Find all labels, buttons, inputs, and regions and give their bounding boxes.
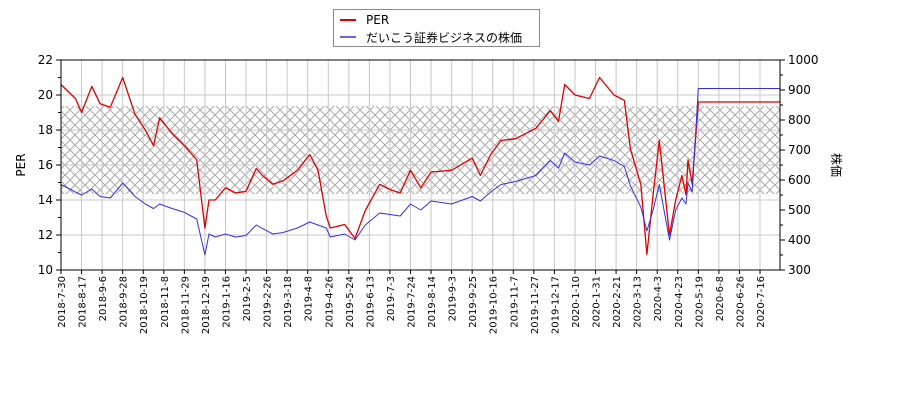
x-tick-label: 2020-6-26 [735, 276, 746, 328]
x-tick-label: 2018-12-19 [201, 276, 212, 334]
x-tick-label: 2020-3-13 [633, 276, 644, 328]
x-tick-label: 2019-3-18 [283, 276, 294, 328]
shaded-band-rect [61, 106, 780, 195]
x-tick-label: 2020-1-31 [592, 276, 603, 328]
left-axis-title: PER [14, 153, 28, 176]
x-tick-label: 2020-7-16 [756, 276, 767, 328]
right-tick-label: 1000 [788, 53, 819, 67]
x-tick-label: 2019-4-26 [324, 276, 335, 328]
axes: 10 12 14 16 18 20 22 300 400 500 600 700 800 900 1000 2… [38, 53, 819, 334]
x-tick-label: 2018-9-28 [119, 276, 130, 328]
legend-item-per: PER [340, 12, 389, 28]
left-tick-label: 22 [38, 53, 53, 67]
x-tick-label: 2019-6-13 [365, 276, 376, 328]
right-tick-label: 400 [788, 233, 811, 247]
right-axis-title: 株価 [829, 153, 844, 177]
shaded-band [61, 106, 780, 195]
x-tick-label: 2019-4-8 [304, 276, 315, 321]
x-tick-label: 2018-8-17 [78, 276, 89, 328]
x-tick-label: 2019-11-27 [530, 276, 541, 334]
right-tick-label: 700 [788, 143, 811, 157]
x-tick-label: 2019-2-26 [263, 276, 274, 328]
x-tick-label: 2019-7-24 [407, 276, 418, 328]
x-tick-label: 2019-7-3 [386, 276, 397, 321]
x-tick-label: 2019-9-25 [468, 276, 479, 328]
x-tick-label: 2020-4-23 [674, 276, 685, 328]
series-lines [60, 76, 781, 256]
x-tick-label: 2018-9-6 [98, 276, 109, 321]
left-tick-label: 14 [38, 193, 53, 207]
x-tick-label: 2018-7-30 [57, 276, 68, 328]
x-tick-label: 2019-12-17 [550, 276, 561, 334]
x-tick-label: 2019-5-24 [345, 276, 356, 328]
x-tick-label: 2020-6-8 [715, 276, 726, 321]
left-tick-label: 16 [38, 158, 53, 172]
legend-item-price: だいこう証券ビジネスの株価 [340, 29, 522, 45]
x-tick-label: 2018-10-19 [139, 276, 150, 334]
legend-label-per: PER [366, 13, 390, 27]
legend-swatch-per [340, 19, 356, 21]
right-tick-label: 800 [788, 113, 811, 127]
grid [60, 59, 780, 271]
right-tick-label: 300 [788, 263, 811, 277]
x-tick-label: 2019-11-7 [509, 276, 520, 328]
x-tick-label: 2020-5-19 [694, 276, 705, 328]
x-tick-label: 2019-2-5 [242, 276, 253, 321]
left-tick-label: 10 [38, 263, 53, 277]
x-tick-label: 2019-9-3 [448, 276, 459, 321]
right-tick-label: 900 [788, 83, 811, 97]
x-tick-label: 2019-8-14 [427, 276, 438, 328]
price-line [60, 88, 781, 256]
per-line [60, 76, 781, 255]
x-tick-label: 2019-1-16 [221, 276, 232, 328]
legend-swatch-price [340, 36, 356, 38]
x-tick-label: 2020-1-10 [571, 276, 582, 328]
right-tick-label: 500 [788, 203, 811, 217]
x-tick-label: 2018-11-29 [180, 276, 191, 334]
x-tick-label: 2018-11-8 [160, 276, 171, 328]
left-tick-label: 20 [38, 88, 53, 102]
left-tick-label: 12 [38, 228, 53, 242]
x-tick-label: 2020-2-21 [612, 276, 623, 328]
x-tick-label: 2019-10-16 [489, 276, 500, 334]
right-tick-label: 600 [788, 173, 811, 187]
left-tick-label: 18 [38, 123, 53, 137]
legend-label-price: だいこう証券ビジネスの株価 [366, 30, 523, 45]
x-tick-label: 2020-4-3 [653, 276, 664, 321]
legend: PER だいこう証券ビジネスの株価 [333, 9, 540, 47]
